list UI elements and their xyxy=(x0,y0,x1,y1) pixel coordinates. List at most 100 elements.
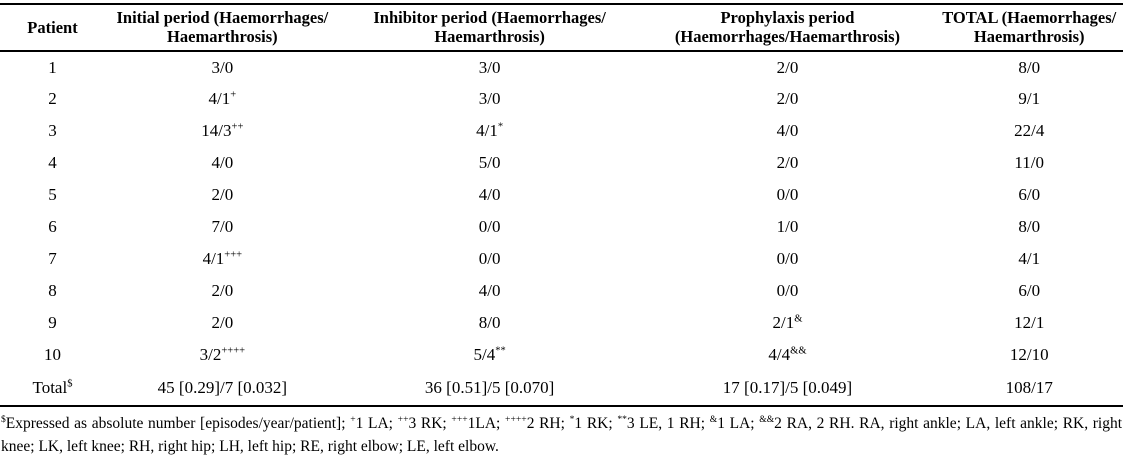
value-cell: 45 [0.29]/7 [0.032] xyxy=(157,378,288,397)
column-header-patient: Patient xyxy=(0,4,105,51)
table-row: 4 4/0 5/0 2/0 11/0 xyxy=(0,147,1123,179)
value-cell: 5/0 xyxy=(478,153,501,172)
footnote-marker: ++ xyxy=(231,121,244,133)
header-label-line: (Haemorrhages/Haemarthrosis) xyxy=(674,27,901,46)
value-cell: 2/0 xyxy=(776,57,799,77)
patient-cell: 6 xyxy=(48,217,57,236)
header-label-line: TOTAL (Haemorrhages/ xyxy=(942,8,1117,27)
value-cell: 2/0 xyxy=(211,185,234,204)
footnote-marker: ++++ xyxy=(221,345,246,357)
footnote-marker: ** xyxy=(495,345,506,357)
table-header: Patient Initial period (Haemorrhages/ Ha… xyxy=(0,4,1123,51)
patient-cell: 2 xyxy=(48,89,57,108)
value-cell: 8/0 xyxy=(1018,57,1041,77)
value-cell: 4/0 xyxy=(211,153,234,172)
value-cell: 2/0 xyxy=(211,281,234,300)
footnote-marker: + xyxy=(230,89,237,101)
value-cell: 8/0 xyxy=(1018,217,1041,236)
footnote-marker: & xyxy=(794,313,803,325)
footnote-marker: $ xyxy=(67,378,73,390)
value-cell: 1/0 xyxy=(776,217,799,236)
table-row: 7 4/1+++ 0/0 0/0 4/1 xyxy=(0,243,1123,275)
value-cell: 36 [0.51]/5 [0.070] xyxy=(424,378,555,397)
value-cell: 4/1 xyxy=(1018,249,1041,268)
table-figure: Patient Initial period (Haemorrhages/ Ha… xyxy=(0,3,1123,467)
patient-cell: 4 xyxy=(48,153,57,172)
table-row: 6 7/0 0/0 1/0 8/0 xyxy=(0,211,1123,243)
table-body: 1 3/0 3/0 2/0 8/0 2 4/1+ 3/0 2/0 9/1 3 14/3++ 4/1* 4/… xyxy=(0,51,1123,406)
footnote-marker: ++ xyxy=(397,413,409,425)
table-footnote: $Expressed as absolute number [episodes/… xyxy=(1,413,1123,455)
header-row: Patient Initial period (Haemorrhages/ Ha… xyxy=(0,4,1123,51)
footnote-marker: ** xyxy=(617,413,627,425)
footnote-marker: $ xyxy=(1,413,6,425)
value-cell: 4/0 xyxy=(478,185,501,204)
footnote-marker: * xyxy=(569,413,575,425)
value-cell: 4/1+ xyxy=(208,89,237,108)
table-row: 3 14/3++ 4/1* 4/0 22/4 xyxy=(0,115,1123,147)
value-cell: 0/0 xyxy=(776,281,799,300)
column-header-initial-period: Initial period (Haemorrhages/ Haemarthro… xyxy=(105,4,340,51)
value-cell: 22/4 xyxy=(1014,121,1045,140)
value-cell: 108/17 xyxy=(1005,378,1053,397)
value-cell: 3/0 xyxy=(478,57,501,77)
value-cell: 12/10 xyxy=(1009,345,1049,364)
value-cell: 0/0 xyxy=(776,185,799,204)
header-label-line: Prophylaxis period xyxy=(720,8,855,27)
header-label-line: Haemarthrosis) xyxy=(434,27,545,46)
column-header-total: TOTAL (Haemorrhages/ Haemarthrosis) xyxy=(935,4,1123,51)
value-cell: 4/0 xyxy=(776,121,799,140)
footnote-marker: && xyxy=(759,413,775,425)
patient-cell: 1 xyxy=(48,57,57,77)
footnote-marker: +++ xyxy=(224,249,243,261)
value-cell: 14/3++ xyxy=(201,121,244,140)
value-cell: 3/0 xyxy=(478,89,501,108)
table-row: 5 2/0 4/0 0/0 6/0 xyxy=(0,179,1123,211)
footnote-marker: & xyxy=(709,413,718,425)
value-cell: 2/0 xyxy=(211,313,234,332)
table-row: 2 4/1+ 3/0 2/0 9/1 xyxy=(0,83,1123,115)
value-cell: 0/0 xyxy=(776,249,799,268)
value-cell: 5/4** xyxy=(473,345,506,364)
footnote-marker: && xyxy=(790,345,807,357)
patient-cell: 3 xyxy=(48,121,57,140)
header-label-line: Haemarthrosis) xyxy=(167,27,278,46)
value-cell: 2/0 xyxy=(776,89,799,108)
value-cell: 7/0 xyxy=(211,217,234,236)
footnote-marker: + xyxy=(350,413,356,425)
value-cell: 3/0 xyxy=(211,57,234,77)
patient-cell: 7 xyxy=(48,249,57,268)
value-cell: 6/0 xyxy=(1018,185,1041,204)
table-total-row: Total$ 45 [0.29]/7 [0.032] 36 [0.51]/5 [0.… xyxy=(0,371,1123,406)
value-cell: 2/1& xyxy=(772,313,803,332)
footnote-marker: +++ xyxy=(451,413,468,425)
footnote-marker: * xyxy=(497,121,504,133)
patient-cell: 5 xyxy=(48,185,57,204)
column-header-prophylaxis-period: Prophylaxis period (Haemorrhages/Haemart… xyxy=(640,4,936,51)
value-cell: 0/0 xyxy=(478,217,501,236)
value-cell: 9/1 xyxy=(1018,89,1041,108)
value-cell: 0/0 xyxy=(478,249,501,268)
value-cell: 4/0 xyxy=(478,281,501,300)
value-cell: 17 [0.17]/5 [0.049] xyxy=(722,378,853,397)
value-cell: 2/0 xyxy=(776,153,799,172)
table-row: 9 2/0 8/0 2/1& 12/1 xyxy=(0,307,1123,339)
footnote-marker: ++++ xyxy=(505,413,527,425)
value-cell: 6/0 xyxy=(1018,281,1041,300)
value-cell: 12/1 xyxy=(1014,313,1045,332)
table-row: 10 3/2++++ 5/4** 4/4&& 12/10 xyxy=(0,339,1123,371)
table-row: 8 2/0 4/0 0/0 6/0 xyxy=(0,275,1123,307)
value-cell: 8/0 xyxy=(478,313,501,332)
column-header-inhibitor-period: Inhibitor period (Haemorrhages/ Haemarth… xyxy=(340,4,640,51)
value-cell: 11/0 xyxy=(1014,153,1045,172)
patient-cell: 10 xyxy=(44,345,61,364)
header-label-line: Patient xyxy=(27,17,78,37)
patient-cell: 8 xyxy=(48,281,57,300)
bleeding-episodes-table: Patient Initial period (Haemorrhages/ Ha… xyxy=(0,3,1123,407)
header-label-line: Initial period (Haemorrhages/ xyxy=(116,8,329,27)
value-cell: 4/1* xyxy=(476,121,504,140)
patient-cell: Total$ xyxy=(32,378,73,397)
header-label-line: Haemarthrosis) xyxy=(973,27,1085,46)
value-cell: 4/4&& xyxy=(768,345,807,364)
header-label-line: Inhibitor period (Haemorrhages/ xyxy=(373,8,606,27)
